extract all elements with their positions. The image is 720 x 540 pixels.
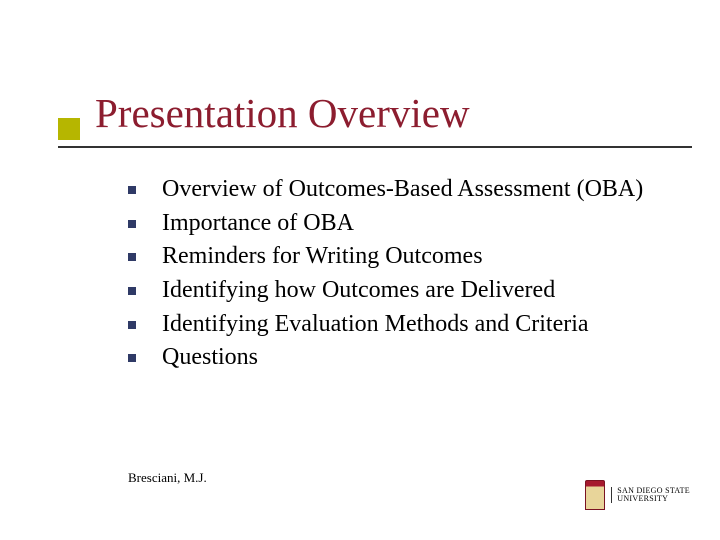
footer-author: Bresciani, M.J. [128,470,207,486]
bullet-icon [128,354,136,362]
bullet-text: Identifying Evaluation Methods and Crite… [162,311,589,337]
slide: Presentation Overview Overview of Outcom… [0,0,720,540]
title-accent-square [58,118,80,140]
bullet-text: Reminders for Writing Outcomes [162,243,483,269]
bullet-icon [128,321,136,329]
list-item: Identifying Evaluation Methods and Crite… [128,309,680,341]
university-logo-text: SAN DIEGO STATE UNIVERSITY [611,487,690,503]
footer-logo: SAN DIEGO STATE UNIVERSITY [585,480,690,510]
bullet-icon [128,186,136,194]
list-item: Reminders for Writing Outcomes [128,241,680,273]
body-container: Overview of Outcomes-Based Assessment (O… [128,174,680,376]
bullet-text: Questions [162,344,258,370]
bullet-icon [128,220,136,228]
university-logo-icon [585,480,605,510]
bullet-icon [128,253,136,261]
list-item: Overview of Outcomes-Based Assessment (O… [128,174,680,206]
logo-line2: UNIVERSITY [617,495,690,503]
bullet-icon [128,287,136,295]
bullet-list: Overview of Outcomes-Based Assessment (O… [128,174,680,374]
bullet-text: Importance of OBA [162,210,354,236]
slide-title: Presentation Overview [95,92,690,135]
bullet-text: Overview of Outcomes-Based Assessment (O… [162,176,643,202]
list-item: Questions [128,342,680,374]
title-container: Presentation Overview [95,92,690,135]
list-item: Identifying how Outcomes are Delivered [128,275,680,307]
list-item: Importance of OBA [128,208,680,240]
bullet-text: Identifying how Outcomes are Delivered [162,277,555,303]
title-underline [58,146,692,148]
